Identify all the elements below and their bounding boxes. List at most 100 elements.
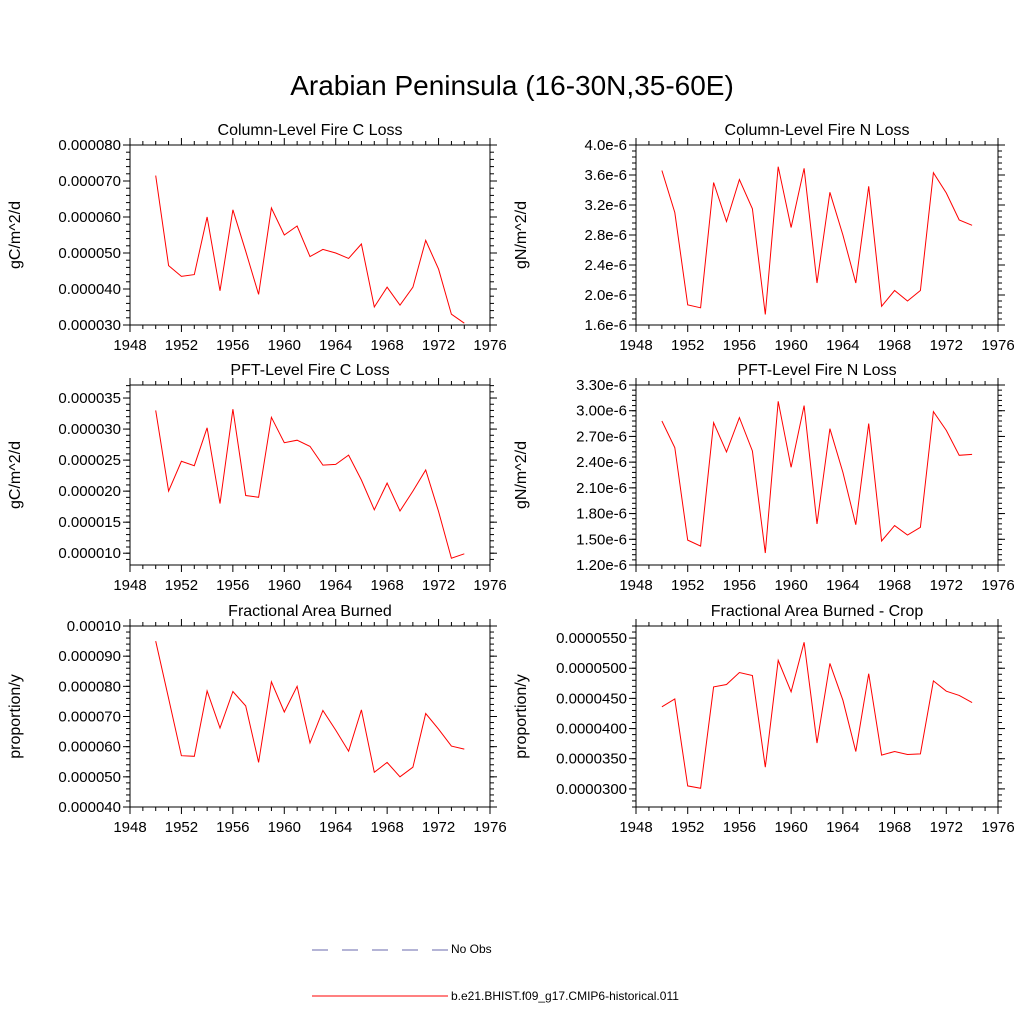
y-tick-label: 0.000035 (58, 390, 121, 407)
x-tick-label: 1956 (216, 819, 249, 836)
y-tick-label: 1.50e-6 (576, 531, 627, 548)
x-tick-label: 1960 (774, 337, 807, 354)
x-tick-label: 1952 (671, 819, 704, 836)
x-tick-label: 1968 (878, 819, 911, 836)
x-tick-label: 1964 (826, 337, 859, 354)
series-line (155, 409, 465, 559)
x-tick-label: 1952 (165, 819, 198, 836)
y-tick-label: 0.0000550 (556, 630, 627, 647)
y-tick-label: 0.000080 (58, 137, 121, 154)
y-tick-label: 0.0000300 (556, 781, 627, 798)
y-tick-label: 2.10e-6 (576, 480, 627, 497)
y-tick-label: 0.0000500 (556, 660, 627, 677)
y-axis-label: proportion/y (7, 674, 24, 759)
y-tick-label: 0.000010 (58, 545, 121, 562)
x-tick-label: 1972 (422, 337, 455, 354)
x-tick-label: 1976 (981, 337, 1014, 354)
legend-label-no-obs: No Obs (451, 942, 492, 956)
y-tick-label: 3.00e-6 (576, 403, 627, 420)
y-tick-label: 0.000080 (58, 678, 121, 695)
x-tick-label: 1952 (165, 337, 198, 354)
y-tick-label: 0.000030 (58, 317, 121, 334)
y-tick-label: 0.000050 (58, 769, 121, 786)
x-tick-label: 1948 (113, 819, 146, 836)
y-tick-label: 0.000015 (58, 514, 121, 531)
y-tick-label: 2.70e-6 (576, 428, 627, 445)
y-axis-label: gN/m^2/d (513, 201, 530, 269)
x-tick-label: 1948 (619, 337, 652, 354)
x-tick-label: 1952 (165, 577, 198, 594)
y-tick-label: 3.2e-6 (584, 197, 627, 214)
x-tick-label: 1952 (671, 337, 704, 354)
y-tick-label: 0.0000450 (556, 690, 627, 707)
x-tick-label: 1964 (826, 577, 859, 594)
x-tick-label: 1948 (619, 577, 652, 594)
panel-title: Column-Level Fire N Loss (725, 122, 910, 139)
y-tick-label: 0.000090 (58, 648, 121, 665)
series-line (155, 175, 465, 324)
panel-5: Fractional Area Burned proportion/y 1948 19… (7, 603, 507, 836)
x-tick-label: 1960 (774, 819, 807, 836)
y-tick-label: 3.30e-6 (576, 377, 627, 394)
x-tick-label: 1956 (216, 577, 249, 594)
series-line (661, 166, 973, 315)
x-tick-label: 1976 (981, 819, 1014, 836)
x-tick-label: 1956 (723, 819, 756, 836)
panel-2: Column-Level Fire N Loss gN/m^2/d 1948 1952… (513, 122, 1015, 354)
plot-frame (129, 144, 491, 326)
series-line (661, 401, 973, 554)
x-tick-label: 1956 (216, 337, 249, 354)
x-tick-label: 1964 (319, 819, 352, 836)
x-tick-label: 1964 (319, 577, 352, 594)
x-tick-label: 1976 (473, 577, 506, 594)
x-tick-label: 1972 (930, 577, 963, 594)
plot-frame (635, 144, 999, 326)
x-tick-label: 1972 (930, 337, 963, 354)
y-tick-label: 0.000030 (58, 421, 121, 438)
x-tick-label: 1976 (981, 577, 1014, 594)
y-axis-label: gC/m^2/d (7, 441, 24, 509)
x-tick-label: 1964 (319, 337, 352, 354)
panel-6: Fractional Area Burned - Crop proportion/… (513, 603, 1015, 836)
panel-title: PFT-Level Fire C Loss (230, 362, 389, 379)
x-tick-label: 1960 (268, 577, 301, 594)
panel-title: Fractional Area Burned - Crop (711, 603, 924, 620)
y-tick-label: 1.20e-6 (576, 557, 627, 574)
y-tick-label: 0.000020 (58, 483, 121, 500)
panel-1: Column-Level Fire C Loss gC/m^2/d 1948 1952… (7, 122, 507, 354)
y-tick-label: 0.00010 (67, 618, 121, 635)
x-tick-label: 1968 (878, 577, 911, 594)
y-tick-label: 0.000040 (58, 281, 121, 298)
x-tick-label: 1960 (268, 819, 301, 836)
x-tick-label: 1952 (671, 577, 704, 594)
y-tick-label: 2.4e-6 (584, 257, 627, 274)
x-tick-label: 1968 (370, 337, 403, 354)
y-tick-label: 2.8e-6 (584, 227, 627, 244)
y-tick-label: 1.80e-6 (576, 506, 627, 523)
plot-frame (635, 625, 999, 808)
x-tick-label: 1956 (723, 337, 756, 354)
x-tick-label: 1964 (826, 819, 859, 836)
y-tick-label: 0.000025 (58, 452, 121, 469)
y-tick-label: 0.000070 (58, 173, 121, 190)
legend-label-model-run: b.e21.BHIST.f09_g17.CMIP6-historical.011 (451, 989, 679, 1003)
y-tick-label: 4.0e-6 (584, 137, 627, 154)
x-tick-label: 1948 (113, 577, 146, 594)
y-tick-label: 0.000040 (58, 799, 121, 816)
y-tick-label: 2.0e-6 (584, 287, 627, 304)
x-tick-label: 1960 (268, 337, 301, 354)
panel-4: PFT-Level Fire N Loss gN/m^2/d 1948 1952 195… (513, 362, 1015, 594)
plot-frame (129, 384, 491, 566)
plot-frame (129, 625, 491, 808)
x-tick-label: 1972 (930, 819, 963, 836)
x-tick-label: 1976 (473, 819, 506, 836)
x-tick-label: 1972 (422, 577, 455, 594)
x-tick-label: 1968 (878, 337, 911, 354)
x-tick-label: 1956 (723, 577, 756, 594)
y-tick-label: 2.40e-6 (576, 454, 627, 471)
y-axis-label: gN/m^2/d (513, 441, 530, 509)
y-tick-label: 0.000050 (58, 245, 121, 262)
y-tick-label: 0.000070 (58, 709, 121, 726)
y-tick-label: 0.0000400 (556, 721, 627, 738)
